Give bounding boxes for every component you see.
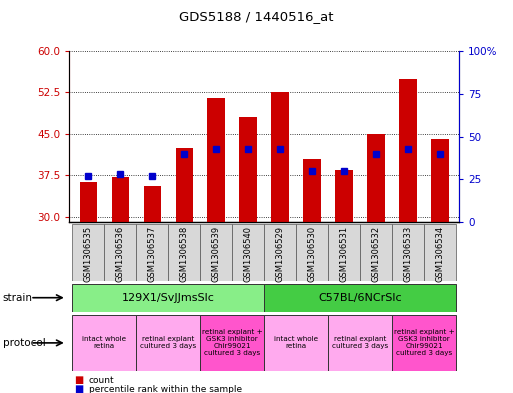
Text: GSM1306537: GSM1306537 <box>148 226 157 282</box>
Text: ■: ■ <box>74 375 84 385</box>
Text: GSM1306532: GSM1306532 <box>371 226 381 282</box>
Text: GSM1306531: GSM1306531 <box>340 226 349 282</box>
Bar <box>105 224 136 281</box>
Text: GSM1306529: GSM1306529 <box>275 226 285 282</box>
Bar <box>175 148 193 222</box>
Bar <box>303 159 321 222</box>
Bar <box>336 170 353 222</box>
Bar <box>328 315 392 371</box>
Bar <box>360 224 392 281</box>
Text: GSM1306535: GSM1306535 <box>84 226 93 282</box>
Bar <box>72 224 105 281</box>
Bar <box>72 315 136 371</box>
Text: GSM1306534: GSM1306534 <box>436 226 444 282</box>
Text: retinal explant
cultured 3 days: retinal explant cultured 3 days <box>332 336 388 349</box>
Text: GDS5188 / 1440516_at: GDS5188 / 1440516_at <box>179 10 334 23</box>
Bar <box>296 224 328 281</box>
Bar <box>112 177 129 222</box>
Bar <box>232 224 264 281</box>
Bar <box>168 224 200 281</box>
Text: GSM1306533: GSM1306533 <box>404 226 412 282</box>
Bar <box>392 315 456 371</box>
Text: GSM1306540: GSM1306540 <box>244 226 253 282</box>
Text: intact whole
retina: intact whole retina <box>83 336 127 349</box>
Text: GSM1306538: GSM1306538 <box>180 226 189 282</box>
Bar <box>240 117 257 222</box>
Text: protocol: protocol <box>3 338 45 348</box>
Bar <box>271 92 289 222</box>
Text: count: count <box>89 376 114 384</box>
Text: percentile rank within the sample: percentile rank within the sample <box>89 385 242 393</box>
Bar <box>399 79 417 222</box>
Text: ■: ■ <box>74 384 84 393</box>
Text: strain: strain <box>3 293 32 303</box>
Bar <box>136 224 168 281</box>
Bar <box>200 315 264 371</box>
Text: GSM1306539: GSM1306539 <box>212 226 221 282</box>
Text: intact whole
retina: intact whole retina <box>274 336 318 349</box>
Bar <box>80 182 97 222</box>
Bar <box>264 315 328 371</box>
Bar <box>424 224 456 281</box>
Bar <box>431 140 449 222</box>
Bar <box>72 284 264 312</box>
Text: 129X1/SvJJmsSlc: 129X1/SvJJmsSlc <box>122 293 215 303</box>
Bar <box>367 134 385 222</box>
Text: GSM1306536: GSM1306536 <box>116 226 125 282</box>
Text: GSM1306530: GSM1306530 <box>308 226 317 282</box>
Text: C57BL/6NCrSlc: C57BL/6NCrSlc <box>318 293 402 303</box>
Bar <box>207 98 225 222</box>
Bar <box>200 224 232 281</box>
Text: retinal explant +
GSK3 inhibitor
Chir99021
cultured 3 days: retinal explant + GSK3 inhibitor Chir990… <box>393 329 455 356</box>
Bar <box>328 224 360 281</box>
Bar <box>136 315 200 371</box>
Bar <box>392 224 424 281</box>
Bar <box>264 284 456 312</box>
Bar <box>264 224 296 281</box>
Text: retinal explant +
GSK3 inhibitor
Chir99021
cultured 3 days: retinal explant + GSK3 inhibitor Chir990… <box>202 329 263 356</box>
Text: retinal explant
cultured 3 days: retinal explant cultured 3 days <box>140 336 196 349</box>
Bar <box>144 186 161 222</box>
